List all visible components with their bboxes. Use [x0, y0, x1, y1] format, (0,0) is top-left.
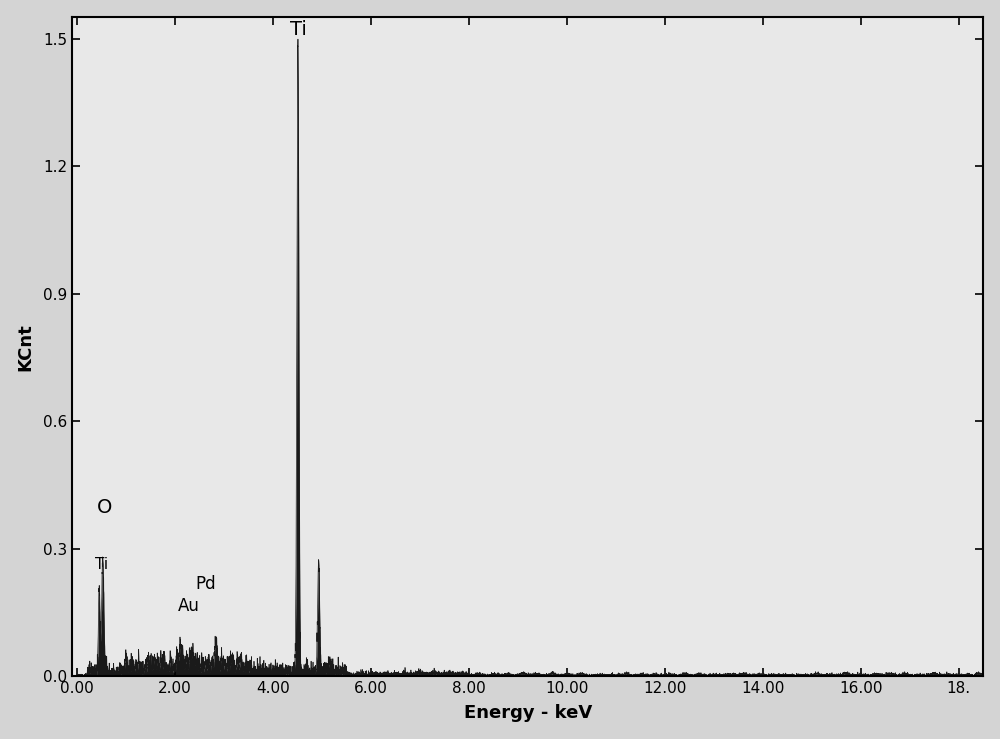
- Y-axis label: KCnt: KCnt: [17, 323, 35, 370]
- Text: Au: Au: [177, 596, 199, 615]
- Text: O: O: [97, 498, 112, 517]
- Text: Ti: Ti: [95, 557, 108, 572]
- Text: Ti: Ti: [290, 19, 306, 38]
- Text: Pd: Pd: [196, 575, 216, 593]
- X-axis label: Energy - keV: Energy - keV: [464, 704, 592, 722]
